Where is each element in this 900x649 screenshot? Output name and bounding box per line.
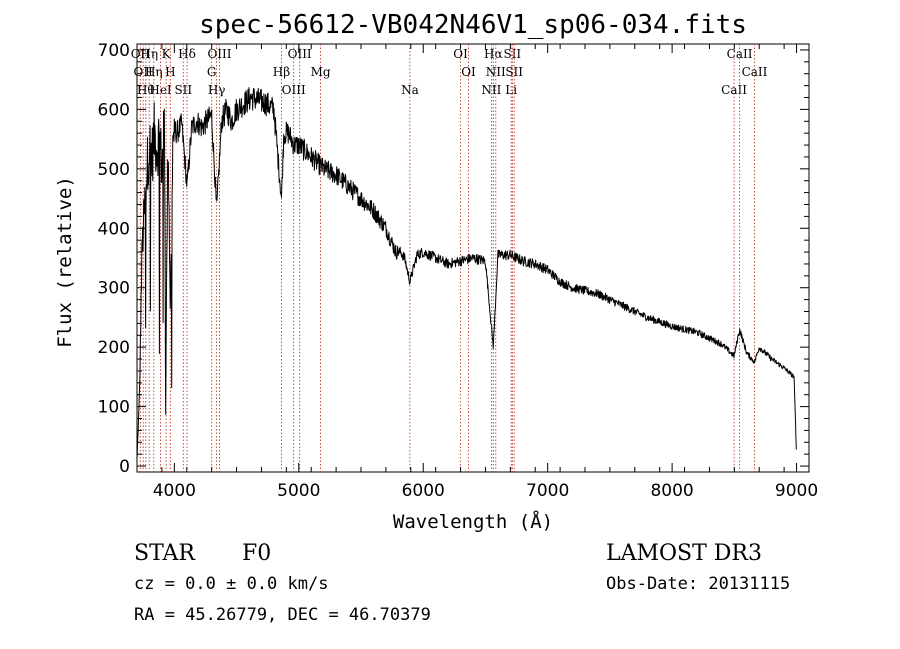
y-tick-label-5: 500 — [98, 160, 130, 180]
y-tick-label-6: 600 — [98, 100, 130, 120]
chart-title: spec-56612-VB042N46V1_sp06-034.fits — [199, 10, 747, 40]
survey-name: LAMOST DR3 — [606, 541, 762, 566]
y-axis-label: Flux (relative) — [54, 176, 76, 348]
marker-label-23: Li — [505, 83, 517, 97]
marker-label-6: K — [162, 47, 172, 61]
marker-label-5: HeI — [149, 83, 172, 97]
marker-label-0: OII — [131, 47, 151, 61]
x-tick-label-1: 5000 — [277, 481, 320, 501]
marker-label-4: Hη — [145, 65, 163, 79]
marker-label-19: OI — [461, 65, 476, 79]
object-subclass: F0 — [242, 541, 271, 566]
x-tick-label-3: 7000 — [526, 481, 569, 501]
redshift-text: cz = 0.0 ± 0.0 km/s — [134, 574, 328, 594]
marker-label-12: OIII — [207, 47, 231, 61]
object-class: STAR — [134, 541, 196, 566]
marker-label-22: NII — [486, 65, 506, 79]
x-tick-label-2: 6000 — [402, 481, 445, 501]
series-layer — [136, 87, 797, 460]
plot-frame — [136, 43, 810, 473]
marker-label-15: OIII — [288, 47, 312, 61]
marker-label-10: G — [207, 65, 217, 79]
x-tick-label-0: 4000 — [153, 481, 196, 501]
y-tick-label-3: 300 — [98, 279, 130, 299]
radec-text: RA = 45.26779, DEC = 46.70379 — [134, 605, 431, 625]
marker-label-18: OI — [453, 47, 468, 61]
y-tick-label-2: 200 — [98, 338, 130, 358]
marker-label-3: Hη — [140, 47, 158, 61]
marker-label-16: Mg — [311, 65, 331, 79]
y-tick-label-0: 0 — [119, 457, 130, 477]
y-tick-label-4: 400 — [98, 219, 130, 239]
y-tick-label-7: 700 — [98, 41, 130, 61]
marker-label-28: CaII — [742, 65, 768, 79]
marker-label-17: Na — [401, 83, 419, 97]
marker-label-24: SII — [503, 47, 521, 61]
y-tick-label-1: 100 — [98, 398, 130, 418]
marker-label-1: OII — [134, 65, 154, 79]
marker-label-26: CaII — [721, 83, 747, 97]
marker-label-20: NII — [481, 83, 501, 97]
x-axis-label: Wavelength (Å) — [393, 510, 553, 533]
marker-label-11: Hγ — [208, 83, 226, 97]
marker-label-7: H — [165, 65, 175, 79]
marker-label-21: Hα — [484, 47, 503, 61]
x-tick-label-5: 9000 — [775, 481, 818, 501]
x-tick-label-4: 8000 — [650, 481, 693, 501]
marker-label-14: OIII — [282, 83, 306, 97]
obs-date-text: Obs-Date: 20131115 — [606, 574, 790, 594]
series-line-0 — [136, 87, 797, 460]
marker-label-25: SII — [505, 65, 523, 79]
line-markers: OII OII Hθ Hη Hη HeI KH SII Hδ G Hγ OIII Hβ OIII OIII M… — [131, 44, 768, 472]
marker-label-27: CaII — [727, 47, 753, 61]
marker-label-8: SII — [174, 83, 192, 97]
marker-label-13: Hβ — [273, 65, 290, 79]
axis-ticks: 4000 5000 6000 7000 8000 9000 0 100 200 300 400 500… — [98, 41, 819, 501]
marker-label-2: Hθ — [137, 83, 155, 97]
marker-label-9: Hδ — [178, 47, 196, 61]
